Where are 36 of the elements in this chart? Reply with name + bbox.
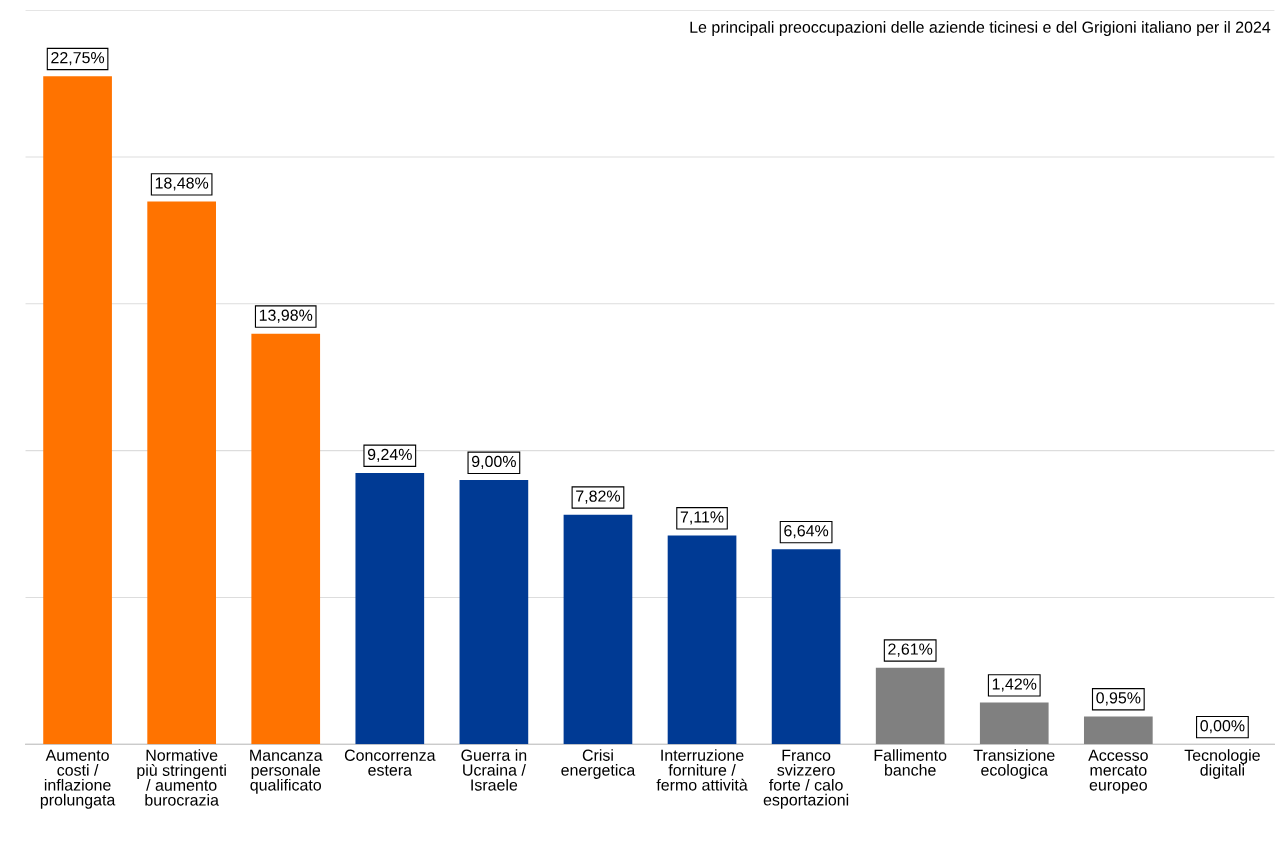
- x-tick-label: Franco svizzero forte / calo esportazioni: [763, 749, 849, 809]
- data-label: 22,75%: [51, 51, 105, 66]
- data-label: 0,00%: [1200, 720, 1245, 734]
- bar: [459, 479, 529, 745]
- text: Le principali preoccupazioni delle aziende ticinesi e del Grigioni italiano per il 2024: [690, 21, 1271, 36]
- x-tick-label: Accesso mercato europeo: [1088, 749, 1148, 794]
- bar: [979, 702, 1049, 745]
- bar: [667, 535, 737, 745]
- bar: [355, 472, 425, 745]
- data-label: 18,48%: [155, 177, 209, 191]
- data-label: 9,24%: [367, 448, 412, 462]
- x-tick-label: Crisi energetica: [561, 749, 636, 779]
- data-label: 9,00%: [471, 455, 516, 469]
- data-label: 0,95%: [1096, 692, 1141, 706]
- data-label: 13,98%: [259, 309, 313, 323]
- x-tick-label: Normative più stringenti / aumento burocrazia: [137, 749, 226, 806]
- x-tick-label: Tecnologie digitali: [1184, 749, 1260, 779]
- data-label: 6,64%: [784, 525, 829, 539]
- data-label: 2,61%: [888, 643, 933, 657]
- bar: [771, 549, 841, 745]
- x-tick-label: Fallimento banche: [874, 749, 947, 776]
- bar: [147, 201, 216, 745]
- x-tick-label: Guerra in Ucraina / Israele: [461, 749, 527, 791]
- x-tick-label: Transizione ecologica: [973, 749, 1055, 779]
- data-label: 7,82%: [576, 490, 621, 504]
- x-tick-label: Aumento costi / inflazione prolungata: [40, 749, 116, 809]
- data-label: 1,42%: [992, 678, 1037, 692]
- bar: [251, 333, 321, 745]
- bar: [43, 76, 112, 745]
- bar: [563, 514, 633, 745]
- data-label: 7,11%: [680, 511, 724, 525]
- x-tick-label: Mancanza personale qualificato: [250, 749, 323, 794]
- bar: [1083, 716, 1153, 745]
- x-tick-label: Interruzione forniture / fermo attività: [656, 749, 748, 791]
- bar: [875, 667, 945, 745]
- x-tick-label: Concorrenza estera: [344, 749, 436, 776]
